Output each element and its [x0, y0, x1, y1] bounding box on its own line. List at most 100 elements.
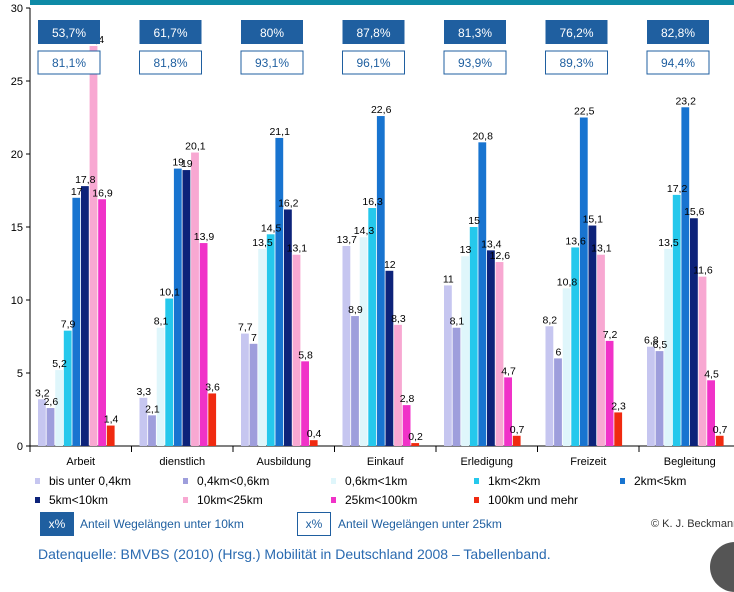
share-under-10km-value: 53,7% — [52, 26, 86, 40]
legend-label: 100km und mehr — [488, 493, 579, 507]
data-label: 14,3 — [354, 225, 375, 237]
bar — [579, 117, 588, 446]
bar — [614, 412, 623, 446]
data-label: 8,9 — [348, 304, 363, 316]
share-under-25km-value: 96,1% — [356, 56, 390, 70]
bar — [444, 285, 452, 446]
bar — [165, 298, 174, 446]
bar — [182, 170, 191, 446]
data-label: 15,6 — [684, 206, 705, 218]
bar — [156, 327, 165, 446]
legend-swatch — [620, 478, 625, 484]
legend-item: 0,4km<0,6km — [183, 474, 269, 488]
share-under-25km-box — [646, 50, 710, 75]
legend-swatch — [474, 478, 479, 484]
data-label: 22,6 — [371, 104, 392, 116]
corner-circle — [710, 542, 734, 592]
data-label: 4,7 — [501, 365, 516, 377]
share-under-10km-box — [647, 20, 709, 44]
bar — [55, 370, 63, 446]
data-label: 12,6 — [490, 250, 511, 262]
data-label: 7,9 — [61, 319, 76, 331]
share-under-25km-box — [37, 50, 101, 75]
data-label: 13,1 — [591, 243, 612, 255]
data-label: 8,1 — [450, 316, 465, 328]
data-label: 13,5 — [252, 237, 273, 249]
legend-item: 5km<10km — [35, 493, 108, 507]
y-tick-label: 10 — [11, 295, 23, 307]
bar — [478, 142, 487, 446]
bar — [690, 218, 698, 446]
data-label: 3,6 — [205, 381, 220, 393]
data-label: 15,1 — [583, 214, 604, 226]
key-text-under-10km: Anteil Wegelängen unter 10km — [80, 517, 244, 531]
source-note: Datenquelle: BMVBS (2010) (Hrsg.) Mobili… — [38, 546, 551, 562]
share-under-10km-box — [38, 20, 100, 44]
x-tick-label: Begleitung — [664, 456, 716, 468]
data-label: 13 — [460, 244, 472, 256]
legend-label: 0,4km<0,6km — [197, 474, 270, 488]
bar — [495, 262, 504, 446]
data-label: 0,4 — [307, 428, 322, 440]
share-under-25km-value: 93,9% — [458, 56, 492, 70]
bar — [368, 208, 377, 446]
share-under-10km-value: 61,7% — [153, 26, 187, 40]
share-under-10km-box — [342, 20, 405, 44]
legend-item: 100km und mehr — [474, 493, 578, 507]
data-label: 23,2 — [675, 95, 696, 107]
bar — [376, 116, 385, 446]
x-tick-label: Ausbildung — [257, 456, 311, 468]
bar — [452, 327, 461, 446]
bar — [461, 256, 469, 446]
legend-item: 0,6km<1km — [331, 474, 407, 488]
bar — [469, 227, 478, 446]
data-label: 15 — [468, 215, 480, 227]
key-box-under-25km: x% — [297, 512, 331, 536]
legend-swatch — [183, 497, 188, 503]
legend-label: bis unter 0,4km — [49, 474, 132, 488]
bar — [664, 248, 672, 446]
share-under-10km-box — [444, 20, 506, 44]
bar — [266, 234, 275, 446]
copyright: © K. J. Beckmann — [651, 518, 734, 530]
bar — [698, 276, 707, 446]
bar — [106, 425, 115, 446]
bar — [597, 254, 605, 446]
legend-swatch — [35, 497, 40, 503]
data-label: 2,8 — [400, 393, 415, 405]
y-tick-label: 5 — [17, 368, 23, 380]
data-label: 4,5 — [704, 368, 719, 380]
data-label: 6 — [555, 346, 561, 358]
x-tick-label: dienstlich — [159, 456, 205, 468]
share-under-25km-value: 81,8% — [153, 56, 187, 70]
y-tick-label: 0 — [17, 441, 23, 453]
data-label: 19 — [181, 158, 193, 170]
bar — [672, 194, 681, 446]
legend-label: 25km<100km — [345, 493, 418, 507]
bar — [139, 397, 148, 446]
data-label: 11 — [443, 273, 454, 285]
share-under-25km-box — [443, 50, 507, 75]
legend-swatch — [331, 497, 336, 503]
bar — [411, 443, 420, 446]
data-label: 6,8 — [644, 335, 659, 347]
legend-swatch — [331, 478, 336, 484]
data-label: 21,1 — [269, 126, 290, 138]
bar — [301, 361, 309, 446]
chart: 0 5 10 15 20 25 30 Arbeit dienstlich Ausbildung Ei… — [11, 0, 734, 468]
bar — [402, 405, 411, 446]
share-under-10km-box — [241, 20, 303, 44]
share-under-25km-box — [545, 50, 608, 75]
bar — [588, 225, 597, 446]
legend-item: 10km<25km — [183, 493, 263, 507]
y-tick-label: 20 — [11, 149, 23, 161]
share-under-25km-value: 89,3% — [559, 56, 593, 70]
y-tick-label: 15 — [11, 222, 23, 234]
bar — [562, 288, 571, 446]
data-label: 0,2 — [408, 431, 423, 443]
share-under-10km-value: 80% — [260, 26, 284, 40]
data-label: 22,5 — [574, 106, 595, 118]
legend-swatch — [35, 478, 40, 484]
bar — [258, 248, 266, 446]
share-under-10km-value: 87,8% — [356, 26, 390, 40]
